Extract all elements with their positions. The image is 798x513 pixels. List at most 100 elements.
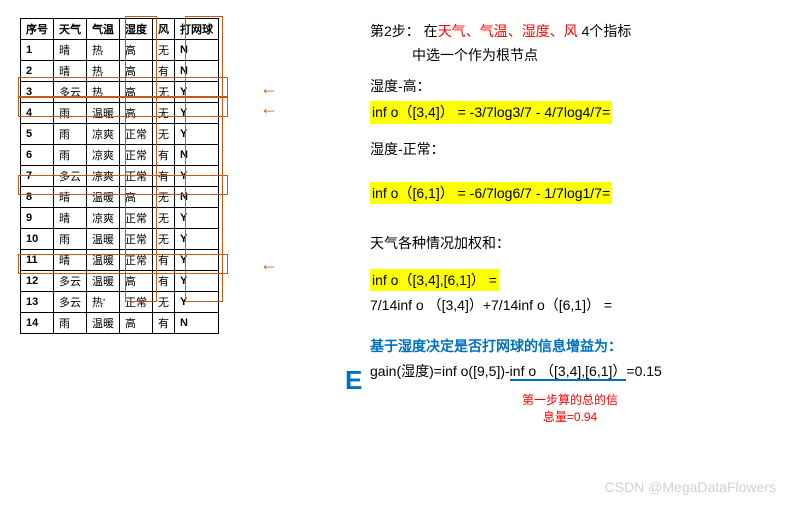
table-cell: 4 bbox=[21, 103, 54, 124]
table-cell: 5 bbox=[21, 124, 54, 145]
table-cell: 多云 bbox=[54, 292, 87, 313]
table-cell: 13 bbox=[21, 292, 54, 313]
table-cell: 有 bbox=[153, 145, 175, 166]
table-cell: 温暖 bbox=[87, 313, 120, 334]
table-cell: 晴 bbox=[54, 187, 87, 208]
table-row: 4雨温暖高无Y bbox=[21, 103, 219, 124]
table-row: 2晴热高有N bbox=[21, 61, 219, 82]
table-cell: 10 bbox=[21, 229, 54, 250]
sep1: 、 bbox=[466, 23, 480, 39]
sep3: 、 bbox=[550, 23, 564, 39]
table-cell: 晴 bbox=[54, 61, 87, 82]
step2-line2: 中选一个作为根节点 bbox=[370, 44, 770, 66]
humidity-normal-label: 湿度-正常： bbox=[370, 138, 770, 160]
step-red2: 气温 bbox=[480, 23, 508, 39]
table-row: 13多云热'正常无Y bbox=[21, 292, 219, 313]
data-table: 序号天气气温湿度风打网球 1晴热高无N2晴热高有N3多云热高无Y4雨温暖高无Y5… bbox=[20, 18, 219, 334]
table-header: 风 bbox=[153, 19, 175, 40]
table-row: 14雨温暖高有N bbox=[21, 313, 219, 334]
table-cell: 凉爽 bbox=[87, 124, 120, 145]
step-red4: 风 bbox=[564, 23, 578, 39]
table-cell: 正常 bbox=[120, 250, 153, 271]
table-cell: 正常 bbox=[120, 292, 153, 313]
table-cell: 高 bbox=[120, 40, 153, 61]
table-cell: 12 bbox=[21, 271, 54, 292]
table-cell: 晴 bbox=[54, 208, 87, 229]
table-row: 5雨凉爽正常无Y bbox=[21, 124, 219, 145]
brace-symbol: E bbox=[345, 365, 362, 396]
table-cell: 有 bbox=[153, 271, 175, 292]
table-cell: 11 bbox=[21, 250, 54, 271]
weighted-formula-2: 7/14inf o （[3,4]）+7/14inf o（[6,1]） = bbox=[370, 294, 770, 316]
table-row: 11晴温暖正常有Y bbox=[21, 250, 219, 271]
left-panel: 序号天气气温湿度风打网球 1晴热高无N2晴热高有N3多云热高无Y4雨温暖高无Y5… bbox=[20, 18, 250, 334]
table-cell: 7 bbox=[21, 166, 54, 187]
gain-formula: gain(湿度)=inf o([9,5])-inf o （[3,4],[6,1]… bbox=[370, 360, 770, 382]
table-cell: 高 bbox=[120, 61, 153, 82]
highlight1: inf o（[3,4]） = -3/7log3/7 - 4/7log4/7= bbox=[370, 101, 612, 123]
table-row: 1晴热高无N bbox=[21, 40, 219, 61]
table-row: 10雨温暖正常无Y bbox=[21, 229, 219, 250]
humidity-high-formula: inf o（[3,4]） = -3/7log3/7 - 4/7log4/7= bbox=[370, 101, 770, 123]
humidity-high-label: 湿度-高： bbox=[370, 75, 770, 97]
table-cell: 14 bbox=[21, 313, 54, 334]
table-cell: 有 bbox=[153, 166, 175, 187]
table-cell: 晴 bbox=[54, 250, 87, 271]
table-cell: N bbox=[175, 187, 219, 208]
table-header: 序号 bbox=[21, 19, 54, 40]
table-cell: 6 bbox=[21, 145, 54, 166]
table-cell: 高 bbox=[120, 271, 153, 292]
table-cell: 高 bbox=[120, 103, 153, 124]
arrow-2: ← bbox=[260, 98, 278, 119]
table-cell: Y bbox=[175, 124, 219, 145]
table-cell: 温暖 bbox=[87, 271, 120, 292]
table-cell: Y bbox=[175, 208, 219, 229]
table-cell: Y bbox=[175, 250, 219, 271]
step-red1: 天气 bbox=[438, 23, 466, 39]
watermark: CSDN @MegaDataFlowers bbox=[605, 479, 776, 495]
table-cell: Y bbox=[175, 166, 219, 187]
table-cell: 多云 bbox=[54, 166, 87, 187]
red-note-1: 第一步算的总的信 bbox=[370, 392, 770, 409]
table-cell: 正常 bbox=[120, 208, 153, 229]
table-cell: 有 bbox=[153, 250, 175, 271]
table-cell: N bbox=[175, 313, 219, 334]
table-cell: 多云 bbox=[54, 82, 87, 103]
table-cell: 2 bbox=[21, 61, 54, 82]
table-cell: 凉爽 bbox=[87, 208, 120, 229]
step-prefix: 第2步： 在 bbox=[370, 23, 438, 39]
table-cell: 3 bbox=[21, 82, 54, 103]
table-cell: 高 bbox=[120, 313, 153, 334]
table-cell: 晴 bbox=[54, 40, 87, 61]
table-cell: 热 bbox=[87, 40, 120, 61]
table-cell: 1 bbox=[21, 40, 54, 61]
table-cell: N bbox=[175, 40, 219, 61]
table-cell: 正常 bbox=[120, 229, 153, 250]
table-header: 气温 bbox=[87, 19, 120, 40]
table-cell: 无 bbox=[153, 187, 175, 208]
table-cell: 多云 bbox=[54, 271, 87, 292]
table-cell: 无 bbox=[153, 208, 175, 229]
table-cell: 无 bbox=[153, 229, 175, 250]
step-suffix: 4个指标 bbox=[578, 23, 632, 39]
table-cell: 高 bbox=[120, 82, 153, 103]
table-cell: 热' bbox=[87, 292, 120, 313]
table-cell: 热 bbox=[87, 82, 120, 103]
gain-pre: gain(湿度)=inf o([9,5])- bbox=[370, 363, 510, 379]
table-cell: Y bbox=[175, 82, 219, 103]
table-cell: 雨 bbox=[54, 313, 87, 334]
table-cell: 正常 bbox=[120, 145, 153, 166]
table-cell: 有 bbox=[153, 61, 175, 82]
table-cell: 8 bbox=[21, 187, 54, 208]
humidity-normal-formula: inf o（[6,1]） = -6/7log6/7 - 1/7log1/7= bbox=[370, 182, 770, 204]
table-cell: 温暖 bbox=[87, 187, 120, 208]
table-cell: Y bbox=[175, 271, 219, 292]
table-cell: Y bbox=[175, 292, 219, 313]
highlight2: inf o（[6,1]） = -6/7log6/7 - 1/7log1/7= bbox=[370, 182, 612, 204]
table-cell: 无 bbox=[153, 124, 175, 145]
weighted-sum-label: 天气各种情况加权和： bbox=[370, 232, 770, 254]
table-cell: 凉爽 bbox=[87, 166, 120, 187]
red-note-2: 息量=0.94 bbox=[370, 409, 770, 426]
highlight3: inf o（[3,4],[6,1]） = bbox=[370, 269, 499, 291]
table-cell: 雨 bbox=[54, 103, 87, 124]
